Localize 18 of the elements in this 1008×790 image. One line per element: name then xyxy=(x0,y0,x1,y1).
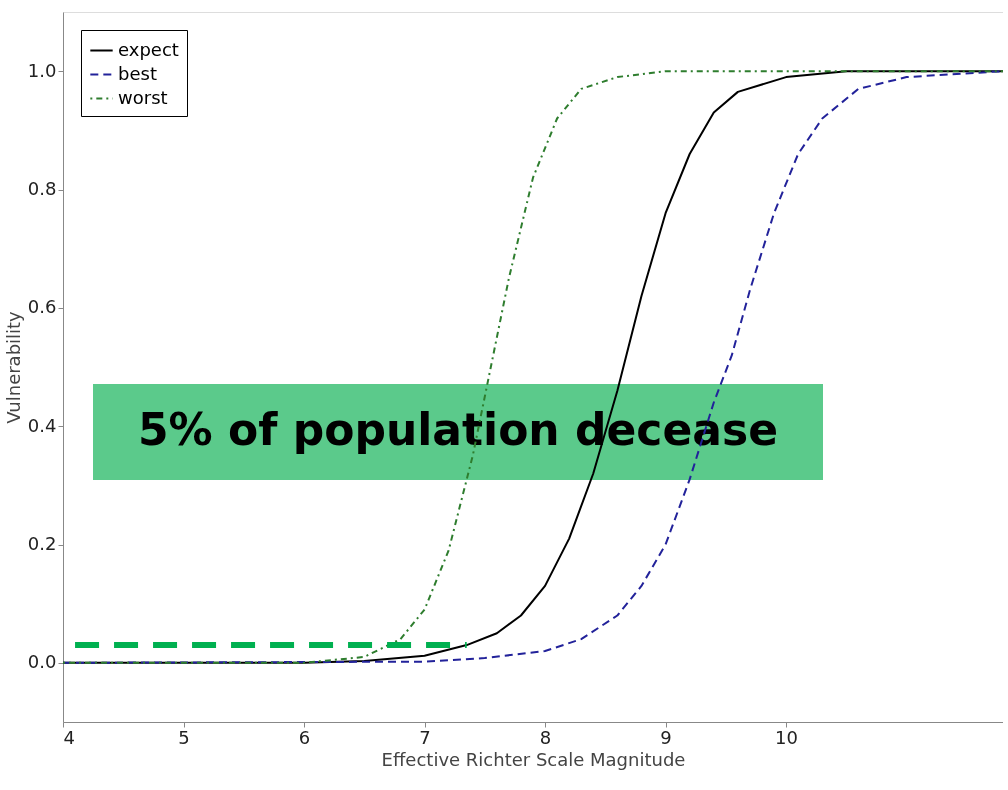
y-tick-label: 0.6 xyxy=(27,296,57,318)
legend-label: worst xyxy=(118,86,168,108)
x-axis-title: Effective Richter Scale Magnitude xyxy=(381,748,686,770)
x-tick-label: 4 xyxy=(63,726,75,748)
x-tick-label: 10 xyxy=(775,726,799,748)
y-tick-label: 0.2 xyxy=(27,533,57,554)
x-tick-label: 8 xyxy=(539,726,552,748)
x-tick-label: 5 xyxy=(178,726,190,748)
y-tick-label: 0.4 xyxy=(27,414,57,436)
x-tick-label: 9 xyxy=(660,726,672,748)
y-tick-label: 1.0 xyxy=(27,59,57,81)
x-tick-label: 6 xyxy=(298,726,311,748)
legend-label: expect xyxy=(118,38,179,60)
y-tick-label: 0.0 xyxy=(27,651,57,673)
x-tick-label: 7 xyxy=(419,726,431,748)
y-axis-title: Vulnerability xyxy=(2,310,24,424)
legend-label: best xyxy=(118,62,157,84)
y-tick-label: 0.8 xyxy=(27,178,57,199)
